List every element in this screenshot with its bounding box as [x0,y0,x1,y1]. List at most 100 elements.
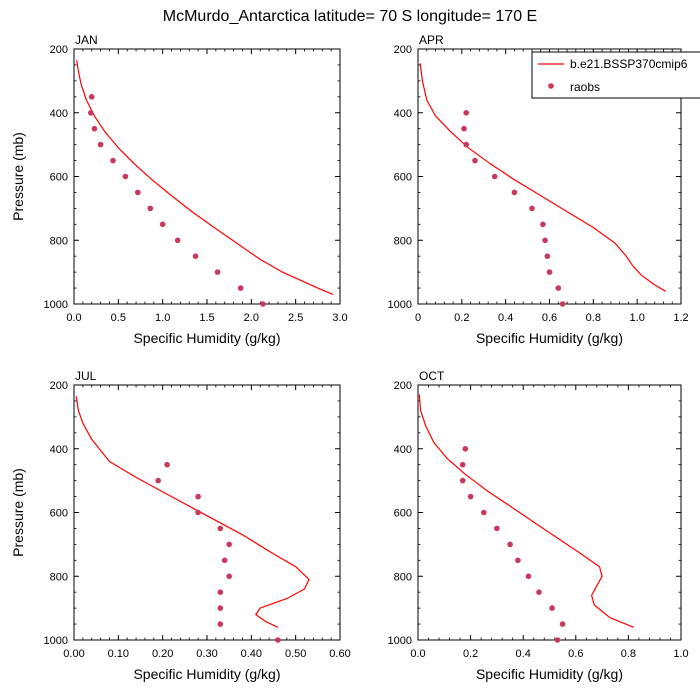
y-tick-label: 800 [50,571,68,583]
raobs-point [237,285,244,291]
raobs-point [554,637,561,643]
panel-apr: APR 0 0.2 0.4 0.6 0.8 1.0 1.2 200 400 600 800 1000 Sp… [388,33,689,346]
raobs-point [559,301,566,307]
x-tick-label: 0.6 [568,648,583,660]
raobs-point [214,269,221,275]
raobs-point [540,221,546,228]
y-tick-label: 800 [394,571,412,583]
x-tick-label: 0.5 [111,312,126,324]
x-tick-label: 0.4 [498,312,513,324]
raobs-point [192,253,199,259]
raobs-point [275,637,281,643]
raobs-point [91,125,98,132]
model-profile-line [76,60,334,295]
x-tick-label: 0.4 [516,648,531,660]
x-tick-label: 0.6 [542,312,557,324]
model-profile-line [418,394,634,628]
raobs-point [97,141,104,148]
x-tick-label: 1.0 [155,312,170,324]
raobs-point [494,525,500,532]
y-tick-label: 1000 [388,635,412,647]
raobs-point [536,589,542,595]
raobs-point [147,205,154,212]
y-tick-label: 200 [394,380,412,392]
legend-obs-swatch [548,83,554,89]
raobs-point [459,461,466,468]
raobs-point [260,301,266,307]
y-tick-label: 600 [50,508,68,520]
raobs-point [195,509,201,516]
raobs-point [221,557,228,564]
panel-label: APR [419,33,444,47]
panels: JAN 0.0 0.5 1.0 1.5 2.0 2.5 3.0 200 400 600 800 1000… [10,33,689,682]
raobs-point [88,110,94,116]
y-tick-label: 1000 [388,299,412,311]
raobs-point [511,189,518,196]
y-tick-label: 800 [394,235,412,247]
raobs-point [542,237,548,244]
y-axis-label: Pressure (mb) [10,468,26,557]
x-tick-label: 0.60 [329,648,350,660]
y-tick-label: 400 [394,108,412,120]
x-tick-label: 0.10 [108,648,129,660]
raobs-point [515,557,521,564]
raobs-point [461,125,467,132]
x-tick-label: 3.0 [332,312,347,324]
y-tick-label: 400 [50,108,68,120]
legend-box [531,51,700,99]
y-tick-label: 400 [394,444,412,456]
raobs-point [462,446,469,452]
raobs-point [529,205,535,212]
raobs-point [217,621,224,627]
raobs-point [226,573,232,580]
y-tick-label: 1000 [44,635,68,647]
x-tick-label: 0.20 [152,648,173,660]
legend-model-label: b.e21.BSSP370cmip6 [570,57,688,71]
x-axis-label: Specific Humidity (g/kg) [133,666,280,682]
raobs-point [88,94,95,100]
raobs-point [122,173,129,180]
model-profile-line [419,63,667,292]
x-tick-label: 1.5 [199,312,214,324]
raobs-point [507,541,513,548]
raobs-point [481,509,487,516]
raobs-point [217,605,224,611]
panel-jan: JAN 0.0 0.5 1.0 1.5 2.0 2.5 3.0 200 400 600 800 1000… [10,33,348,346]
y-tick-label: 800 [50,235,68,247]
x-tick-label: 0.40 [241,648,262,660]
raobs-point [159,221,166,228]
raobs-point [525,573,532,580]
panel-label: OCT [419,369,445,383]
y-tick-label: 600 [50,172,68,184]
x-tick-label: 1.2 [673,312,688,324]
y-tick-label: 200 [394,44,412,56]
y-tick-label: 600 [394,508,412,520]
raobs-point [472,157,478,164]
legend-obs-label: raobs [570,80,600,94]
raobs-point [174,237,181,244]
raobs-point [463,110,470,116]
x-tick-label: 0.0 [66,312,81,324]
legend: b.e21.BSSP370cmip6 raobs [531,51,700,99]
raobs-point [555,285,562,291]
x-axis-label: Specific Humidity (g/kg) [476,330,623,346]
y-tick-label: 1000 [44,299,68,311]
y-tick-label: 400 [50,444,68,456]
panel-oct: OCT 0.0 0.2 0.4 0.6 0.8 1.0 200 400 600 800 1000 Spe… [388,369,689,682]
raobs-point [217,589,224,595]
x-tick-label: 0.8 [621,648,636,660]
raobs-point [226,541,232,548]
raobs-point [549,605,555,611]
model-profile-line [75,396,310,628]
x-tick-label: 0.8 [586,312,601,324]
x-tick-label: 0.2 [454,312,469,324]
x-tick-label: 2.0 [244,312,259,324]
raobs-point [135,189,141,196]
raobs-point [467,493,474,500]
raobs-point [463,141,470,148]
x-tick-label: 0.00 [63,648,84,660]
x-tick-label: 0.2 [463,648,478,660]
raobs-point [195,493,201,500]
raobs-point [546,269,553,275]
